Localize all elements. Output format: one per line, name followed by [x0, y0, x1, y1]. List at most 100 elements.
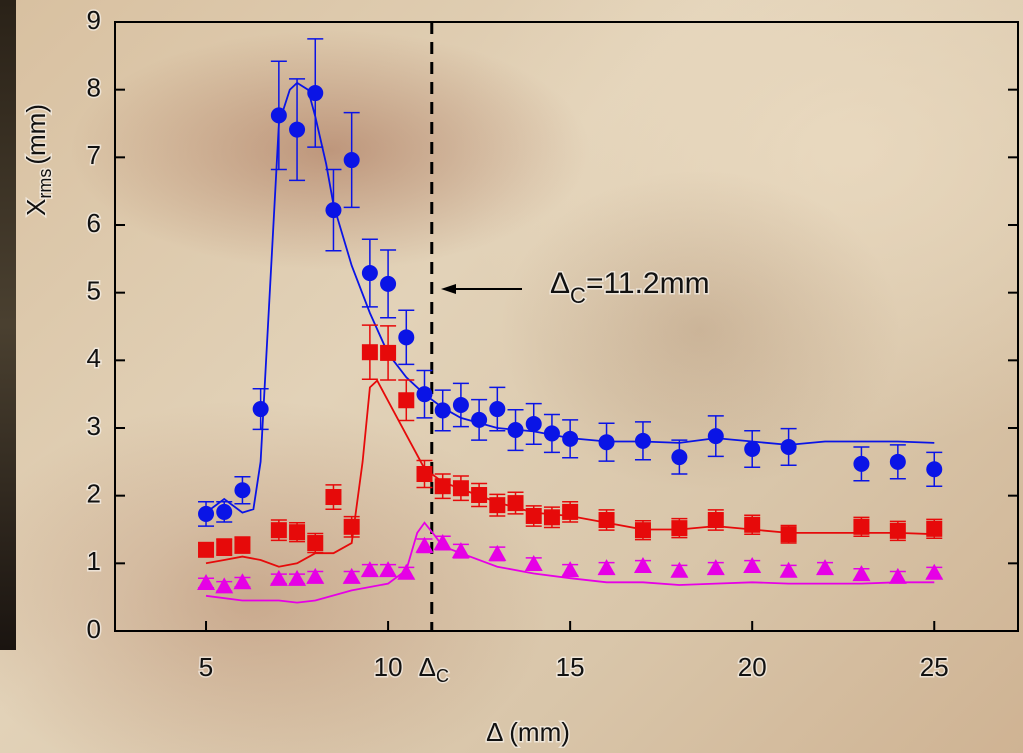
data-point: [233, 573, 251, 589]
data-point: [216, 504, 232, 520]
y-axis-symbol: X: [21, 199, 51, 216]
critical-symbol: Δ: [419, 652, 436, 682]
x-tick-label: 20: [738, 652, 767, 682]
data-point: [889, 568, 907, 584]
critical-subscript: C: [436, 666, 449, 686]
data-point: [781, 439, 797, 455]
annotation-symbol: Δ: [550, 267, 570, 300]
data-point: [926, 461, 942, 477]
data-point: [489, 401, 505, 417]
y-axis-unit: (mm): [21, 104, 51, 165]
data-point: [707, 559, 725, 575]
data-point: [544, 425, 560, 441]
y-tick-label: 0: [87, 614, 101, 644]
data-point: [270, 570, 288, 586]
y-tick-label: 6: [87, 208, 101, 238]
x-tick-label: 15: [556, 652, 585, 682]
y-axis-title: Xrms (mm): [21, 104, 55, 216]
data-point: [216, 539, 232, 555]
data-point: [362, 265, 378, 281]
y-tick-label: 7: [87, 140, 101, 170]
annotation-subscript: C: [570, 283, 586, 308]
x-tick-label: 5: [199, 652, 213, 682]
data-point: [599, 434, 615, 450]
plot-frame: [115, 22, 1018, 631]
data-point: [743, 557, 761, 573]
data-point: [325, 202, 341, 218]
x-tick-label: 25: [920, 652, 949, 682]
data-point: [634, 557, 652, 573]
data-point: [670, 562, 688, 578]
x-axis-title: Δ (mm): [486, 717, 570, 747]
data-point: [853, 519, 869, 535]
y-tick-label: 8: [87, 73, 101, 103]
chart: Δ (mm) Xrms(mm) 0123456789510152025ΔCΔC=…: [0, 0, 1023, 753]
data-point: [508, 422, 524, 438]
data-point: [890, 454, 906, 470]
data-point: [471, 412, 487, 428]
data-point: [453, 480, 469, 496]
data-point: [526, 508, 542, 524]
data-point: [271, 522, 287, 538]
data-point: [361, 561, 379, 577]
y-tick-label: 1: [87, 546, 101, 576]
data-point: [362, 344, 378, 360]
data-point: [288, 570, 306, 586]
data-point: [306, 568, 324, 584]
data-point: [435, 478, 451, 494]
data-point: [508, 495, 524, 511]
data-point: [379, 561, 397, 577]
data-point: [598, 559, 616, 575]
data-point: [215, 577, 233, 593]
data-point: [816, 559, 834, 575]
data-point: [708, 428, 724, 444]
data-point: [271, 107, 287, 123]
data-point: [307, 85, 323, 101]
data-point: [489, 497, 505, 513]
y-tick-label: 4: [87, 343, 101, 373]
data-point: [781, 526, 797, 542]
y-tick-label: 5: [87, 276, 101, 306]
data-point: [925, 564, 943, 580]
arrow-head: [441, 284, 456, 294]
data-point: [344, 519, 360, 535]
data-point: [890, 523, 906, 539]
data-point: [416, 386, 432, 402]
data-point: [435, 402, 451, 418]
page: {"chart_data": { "type": "scatter", "xla…: [0, 0, 1023, 753]
data-point: [561, 561, 579, 577]
data-point: [198, 542, 214, 558]
data-point: [343, 568, 361, 584]
data-point: [198, 506, 214, 522]
data-point: [562, 431, 578, 447]
data-point: [397, 564, 415, 580]
data-point: [926, 521, 942, 537]
data-point: [344, 152, 360, 168]
y-tick-label: 9: [87, 5, 101, 35]
y-tick-label: 2: [87, 479, 101, 509]
data-point: [234, 537, 250, 553]
data-point: [708, 512, 724, 528]
data-point: [197, 574, 215, 590]
data-point: [599, 512, 615, 528]
data-point: [398, 329, 414, 345]
annotation-text: =11.2mm: [586, 267, 710, 300]
data-point: [562, 504, 578, 520]
data-point: [852, 565, 870, 581]
data-point: [380, 345, 396, 361]
data-point: [544, 509, 560, 525]
data-point: [289, 122, 305, 138]
y-axis-subscript: rms: [35, 169, 55, 199]
data-point: [635, 522, 651, 538]
data-point: [780, 562, 798, 578]
data-point: [398, 392, 414, 408]
data-point: [526, 416, 542, 432]
data-point: [853, 456, 869, 472]
data-point: [671, 449, 687, 465]
data-point: [453, 397, 469, 413]
data-point: [307, 535, 323, 551]
annotation: ΔC=11.2mm: [550, 267, 710, 308]
data-point: [289, 524, 305, 540]
y-tick-label: 3: [87, 411, 101, 441]
data-point: [635, 433, 651, 449]
